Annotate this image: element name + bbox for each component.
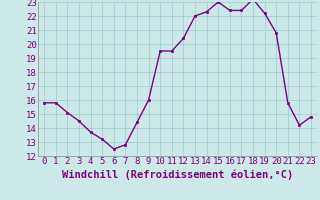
X-axis label: Windchill (Refroidissement éolien,°C): Windchill (Refroidissement éolien,°C) — [62, 169, 293, 180]
